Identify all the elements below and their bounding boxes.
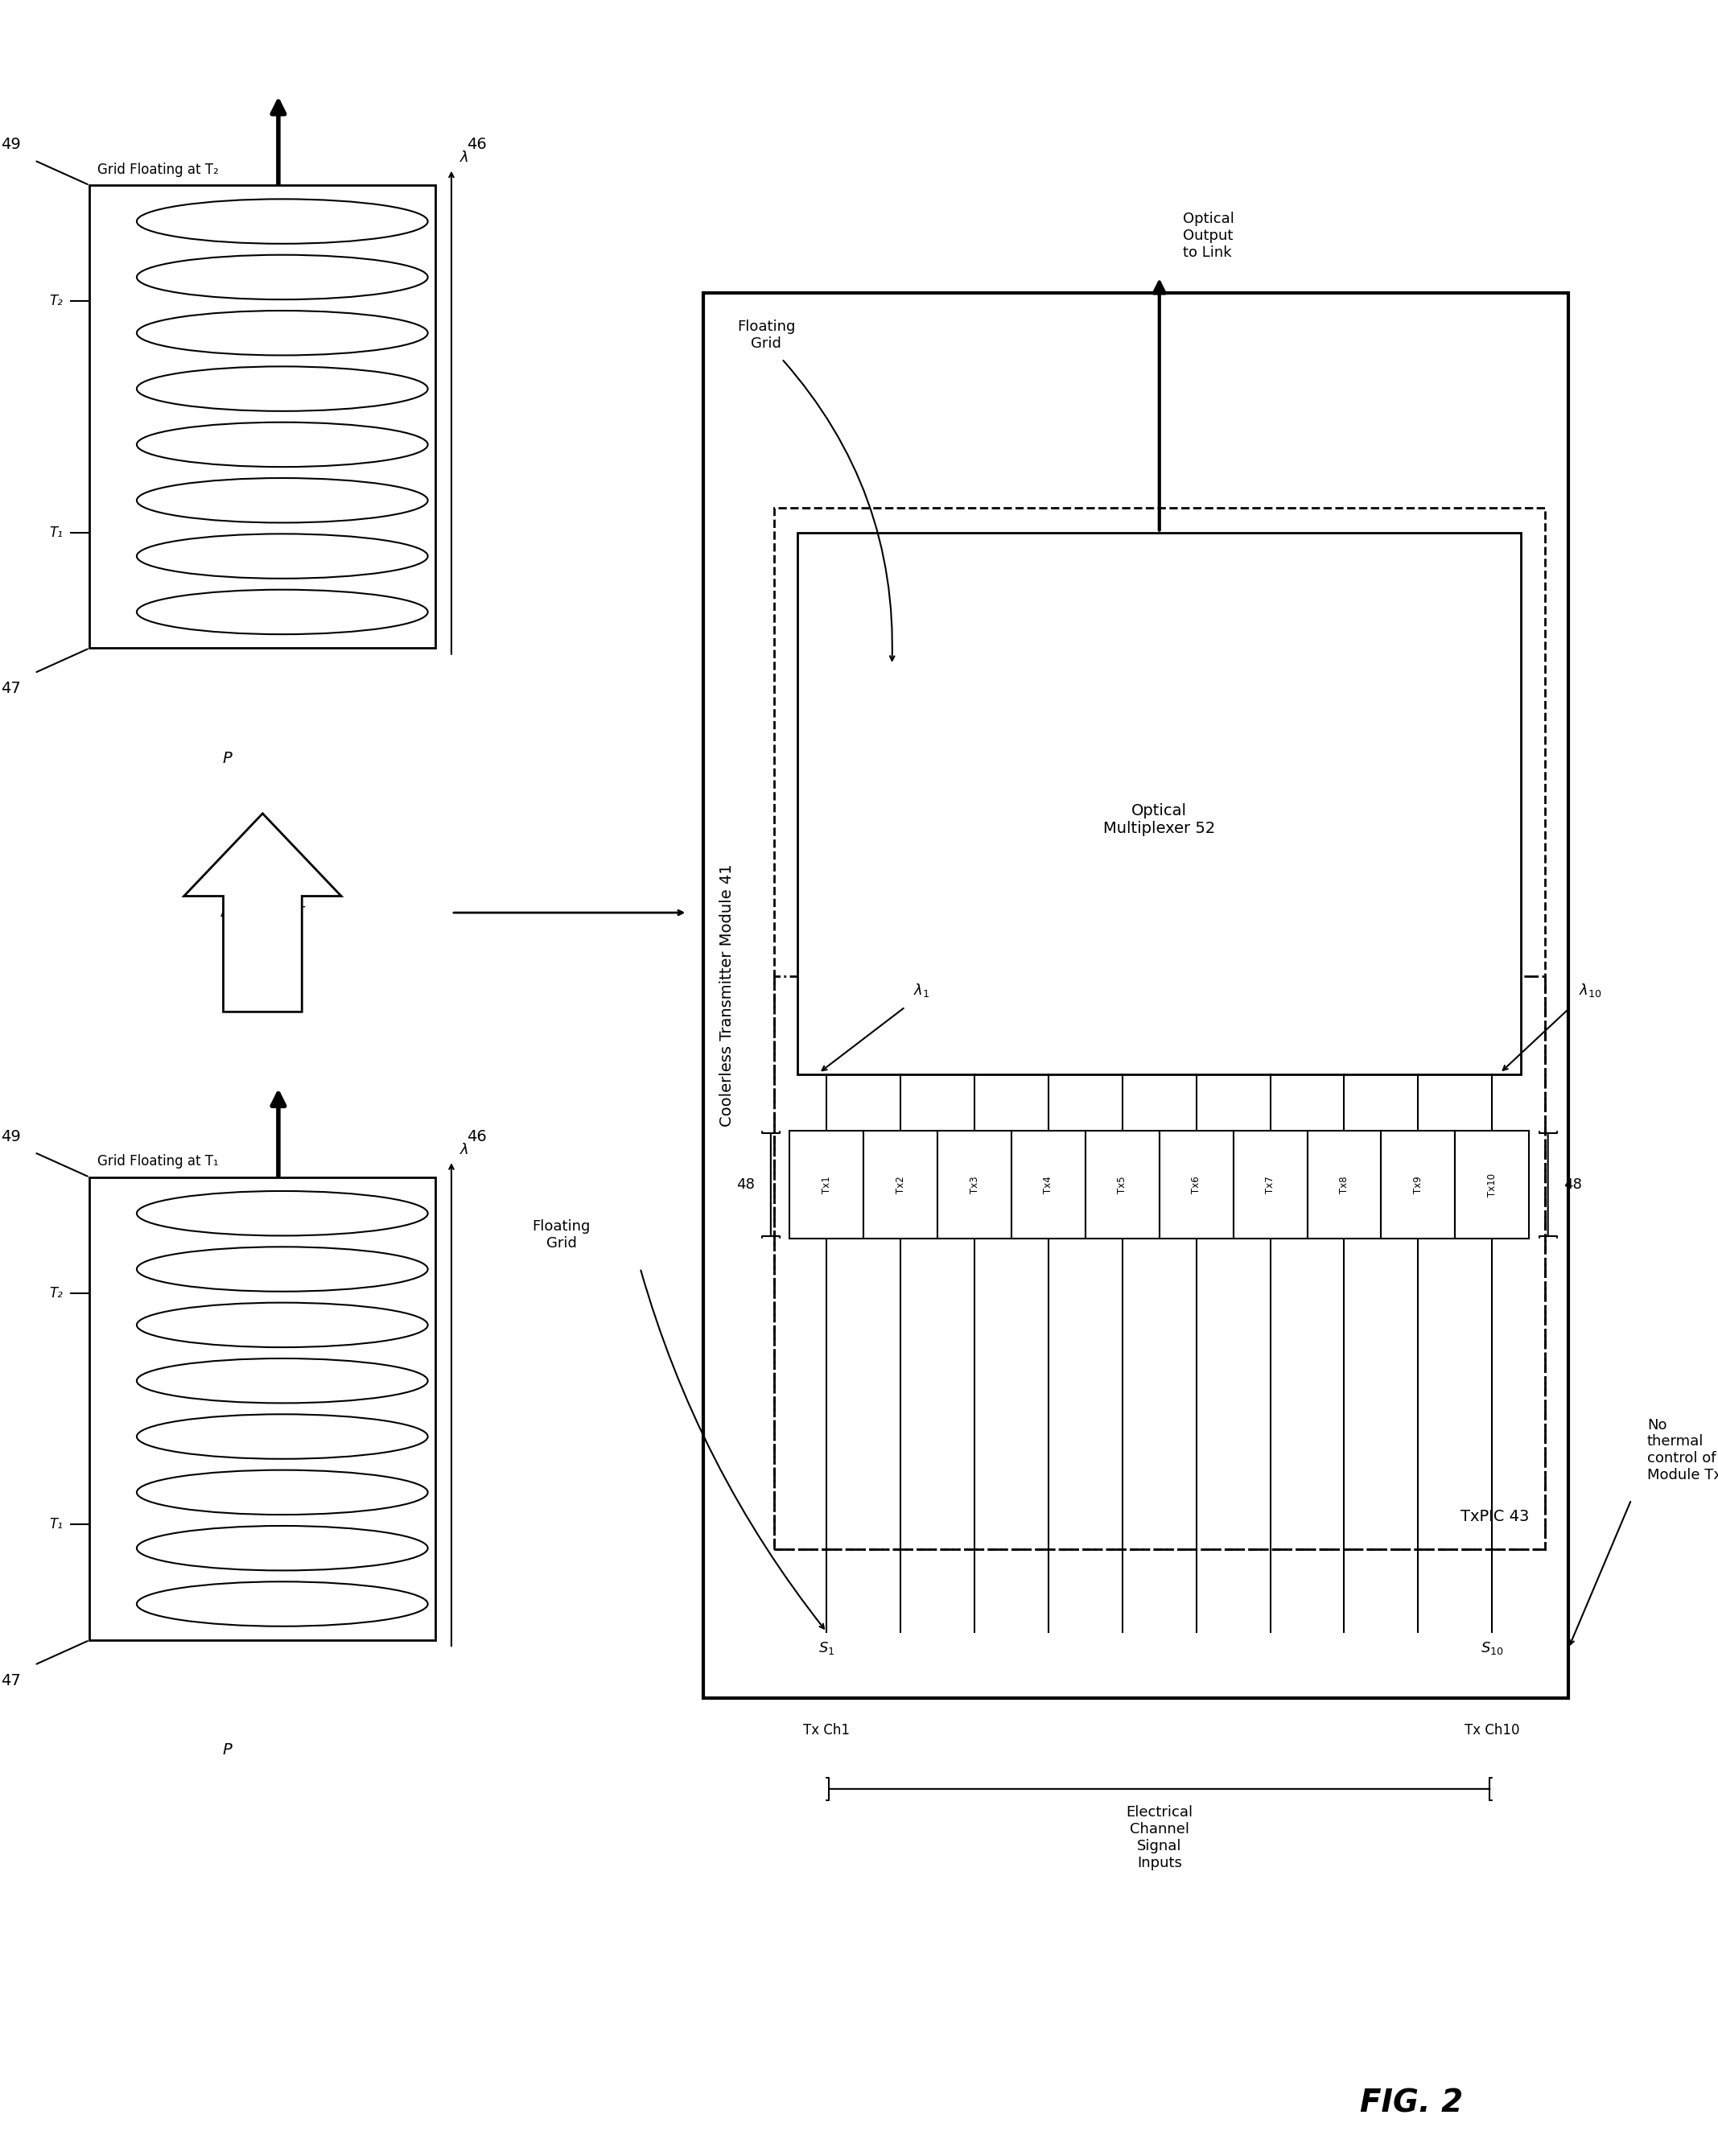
Text: 46: 46 [467, 136, 486, 153]
Text: Grid Floating at T₂: Grid Floating at T₂ [98, 162, 218, 177]
Bar [1160, 1132, 1234, 1238]
Text: FIG. 2: FIG. 2 [1359, 2087, 1462, 2119]
Text: Tx9: Tx9 [1412, 1175, 1424, 1194]
Text: Floating
Grid: Floating Grid [533, 1220, 591, 1250]
Bar [1307, 1132, 1381, 1238]
Bar [773, 977, 1544, 1550]
Text: T₁: T₁ [50, 1518, 64, 1531]
Text: Tx5: Tx5 [1117, 1175, 1127, 1192]
Text: $\lambda_1$: $\lambda_1$ [192, 1539, 208, 1557]
Bar [938, 1132, 1012, 1238]
Text: $\lambda_{10}$: $\lambda_{10}$ [1579, 981, 1601, 998]
Bar [1381, 1132, 1455, 1238]
Text: $\lambda_{10}$: $\lambda_{10}$ [302, 1197, 323, 1214]
Text: Tx10: Tx10 [1486, 1173, 1498, 1197]
Text: 51—: 51— [108, 565, 141, 580]
Text: $\lambda_{10}$: $\lambda_{10}$ [302, 205, 323, 222]
Text: $\lambda_1$: $\lambda_1$ [914, 981, 929, 998]
Text: No
thermal
control of
Module Tx: No thermal control of Module Tx [1648, 1419, 1718, 1483]
Text: 49: 49 [2, 136, 21, 153]
Text: Ambient ΔT
Shift: Ambient ΔT Shift [220, 906, 306, 936]
Text: T₁: T₁ [50, 526, 64, 539]
Text: Tx4: Tx4 [1043, 1175, 1053, 1194]
Text: Tx7: Tx7 [1264, 1175, 1275, 1194]
Text: Tx Ch1: Tx Ch1 [804, 1723, 850, 1738]
Text: Tx2: Tx2 [895, 1175, 905, 1194]
Text: 48: 48 [737, 1177, 754, 1192]
Text: Tx1: Tx1 [821, 1175, 832, 1194]
Bar [864, 1132, 938, 1238]
Bar [89, 1177, 436, 1641]
Text: Tx3: Tx3 [969, 1175, 979, 1192]
Text: Optical
Output
to Link: Optical Output to Link [1184, 211, 1234, 259]
Text: 49: 49 [2, 1130, 21, 1145]
Text: P: P [223, 1742, 232, 1757]
Bar [773, 507, 1544, 1550]
Text: 51—: 51— [108, 1559, 141, 1572]
Text: Tx Ch10: Tx Ch10 [1464, 1723, 1520, 1738]
Text: $\lambda$: $\lambda$ [459, 151, 469, 166]
Text: 47: 47 [2, 681, 21, 696]
Text: $S_1$: $S_1$ [818, 1641, 835, 1656]
Text: Floating
Grid: Floating Grid [737, 319, 795, 351]
Text: 47: 47 [2, 1673, 21, 1688]
Bar [1234, 1132, 1307, 1238]
Bar [1455, 1132, 1529, 1238]
Text: Electrical
Channel
Signal
Inputs: Electrical Channel Signal Inputs [1125, 1805, 1192, 1869]
Text: 48: 48 [1563, 1177, 1582, 1192]
Bar [797, 533, 1520, 1074]
Text: T₂: T₂ [50, 293, 64, 308]
Bar [89, 185, 436, 649]
Text: Coolerless Transmitter Module 41: Coolerless Transmitter Module 41 [720, 865, 734, 1128]
Bar [1086, 1132, 1160, 1238]
Text: $S_{10}$: $S_{10}$ [1481, 1641, 1503, 1656]
Text: Optical
Multiplexer 52: Optical Multiplexer 52 [1103, 804, 1215, 837]
Text: T₂: T₂ [50, 1285, 64, 1300]
Text: Tx8: Tx8 [1338, 1175, 1349, 1192]
Text: Grid Floating at T₁: Grid Floating at T₁ [98, 1153, 218, 1169]
Bar [790, 1132, 864, 1238]
Text: $\lambda$: $\lambda$ [459, 1143, 469, 1158]
Text: Tx6: Tx6 [1191, 1175, 1201, 1194]
Bar [703, 293, 1569, 1699]
Text: P: P [223, 750, 232, 765]
Bar [1012, 1132, 1086, 1238]
Text: 46: 46 [467, 1130, 486, 1145]
Text: $\lambda_1$: $\lambda_1$ [192, 548, 208, 565]
FancyArrow shape [184, 813, 342, 1011]
Text: TxPIC 43: TxPIC 43 [1460, 1509, 1529, 1524]
